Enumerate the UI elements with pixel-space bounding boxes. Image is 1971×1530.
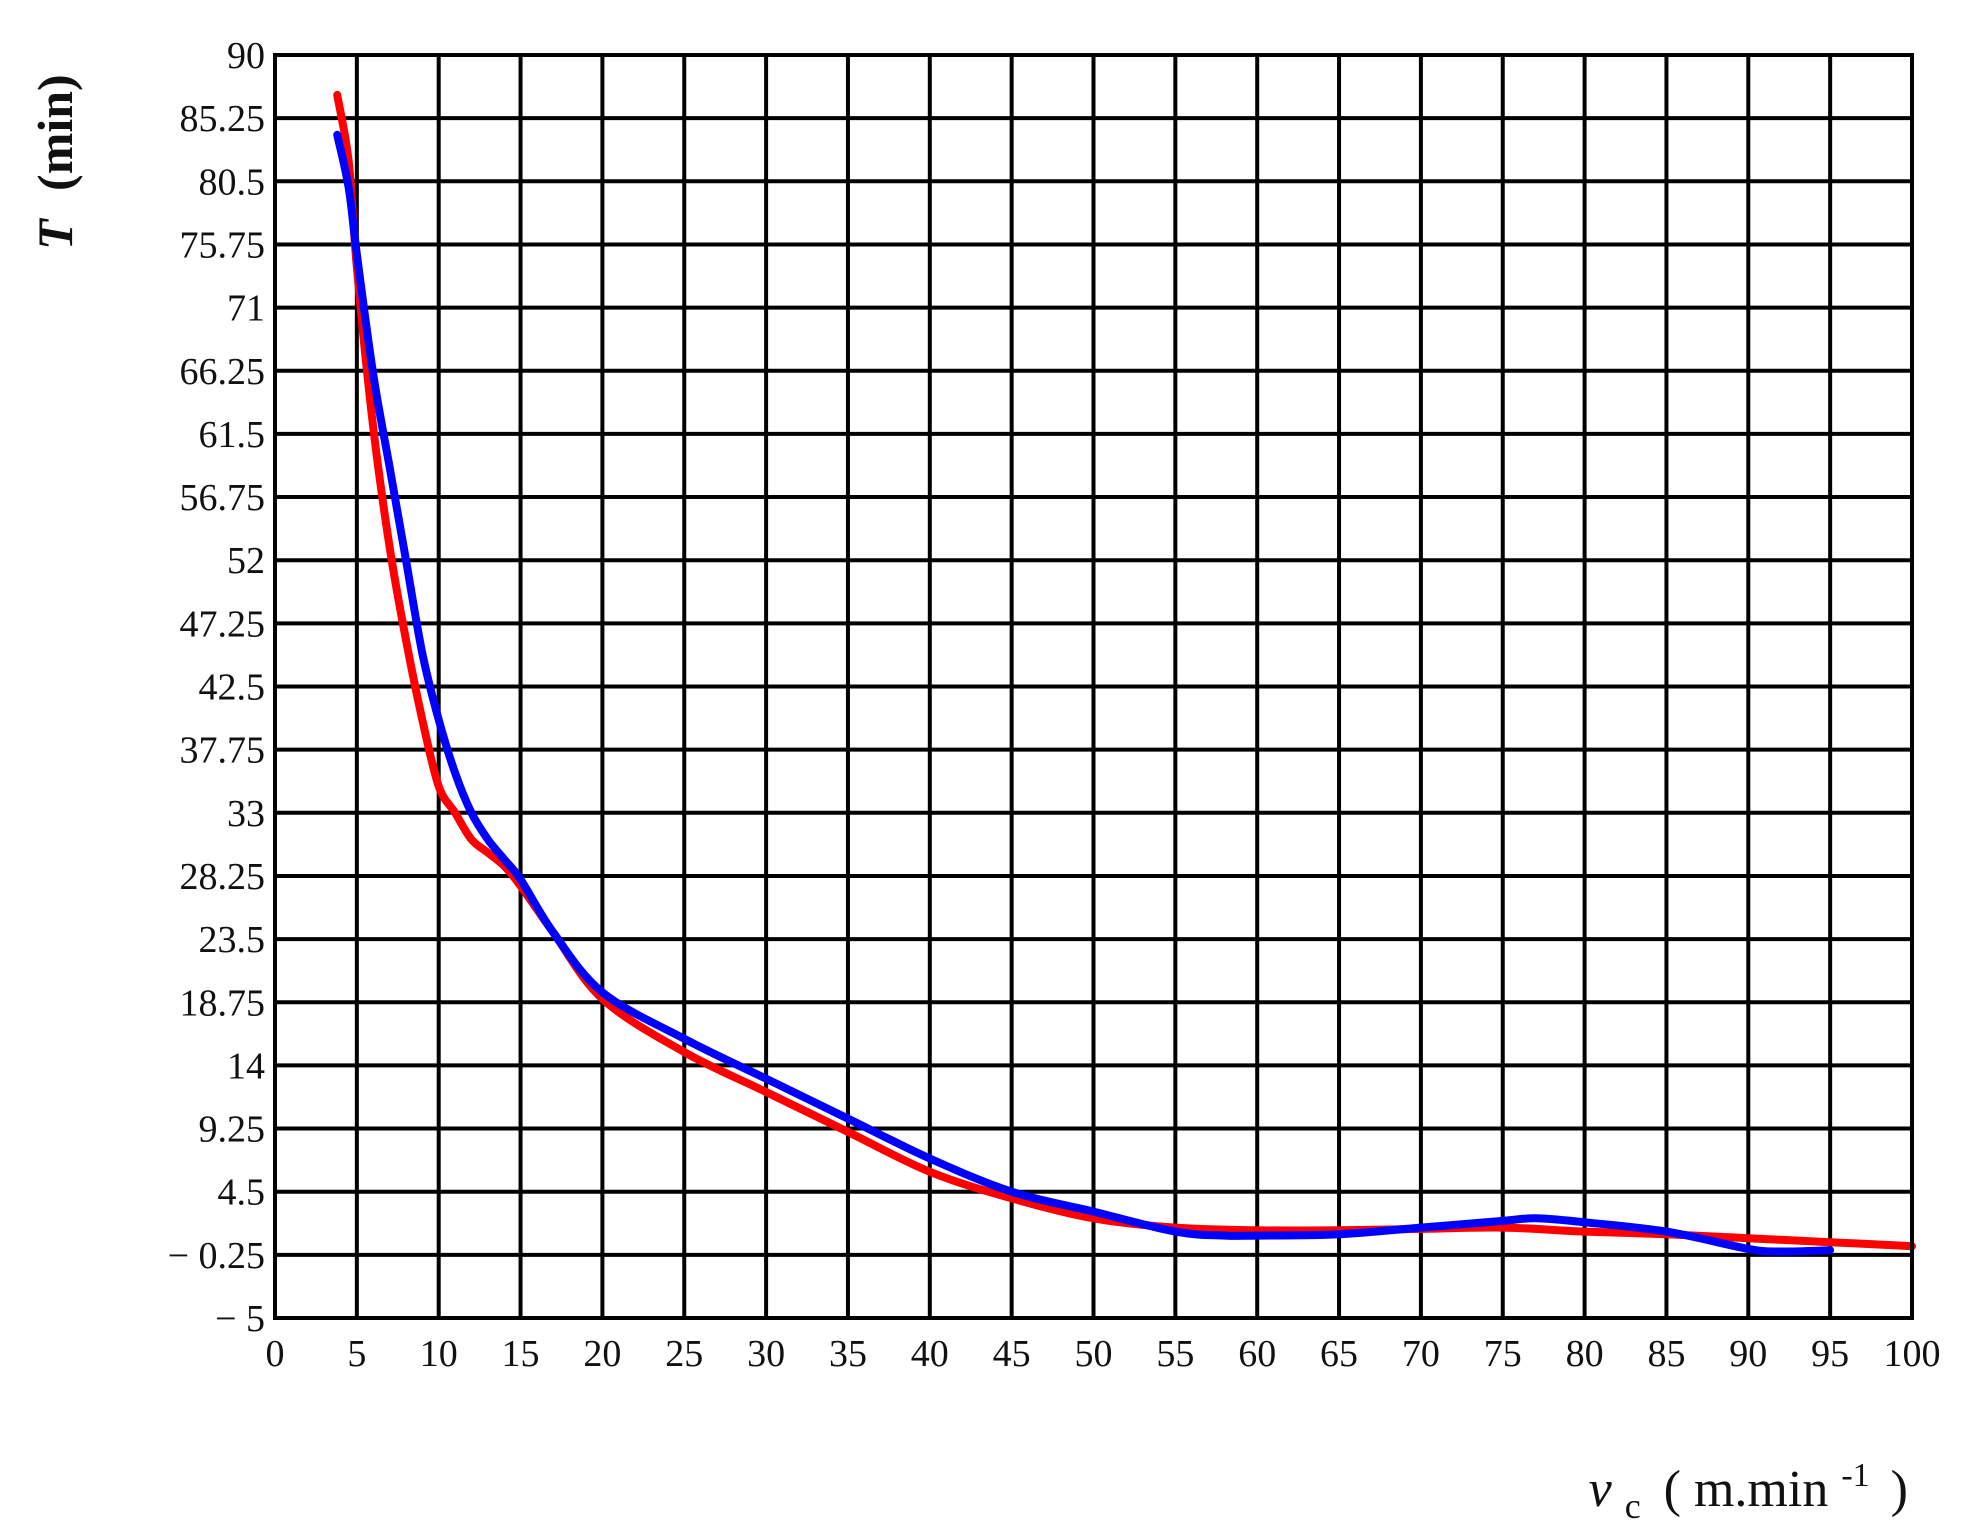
y-tick-label: 52 xyxy=(227,540,265,582)
y-tick-label: 66.25 xyxy=(180,351,266,393)
x-axis-unit-suffix: ) xyxy=(1891,1461,1908,1518)
y-tick-label: 56.75 xyxy=(180,477,266,519)
y-tick-label: 28.25 xyxy=(180,856,266,898)
series-line-blue xyxy=(333,130,1835,1256)
x-tick-label: 80 xyxy=(1566,1333,1604,1375)
x-tick-label: 35 xyxy=(829,1333,867,1375)
series-line-red xyxy=(333,90,1916,1251)
y-tick-label: 14 xyxy=(227,1045,265,1087)
y-tick-label: 61.5 xyxy=(199,414,266,456)
x-axis-symbol: v xyxy=(1589,1461,1613,1518)
y-axis-symbol: T xyxy=(27,217,83,250)
x-tick-label: 20 xyxy=(583,1333,621,1375)
x-tick-label: 100 xyxy=(1884,1333,1941,1375)
x-axis-title: v c ( m.min -1 ) xyxy=(1589,1441,1908,1530)
x-tick-label: 0 xyxy=(266,1333,285,1375)
x-tick-label: 15 xyxy=(502,1333,540,1375)
x-tick-label: 5 xyxy=(347,1333,366,1375)
x-tick-label: 55 xyxy=(1156,1333,1194,1375)
y-tick-label: 37.75 xyxy=(180,730,266,772)
x-tick-labels: 0 5 10 15 20 25 30 35 40 45 50 55 60 65 70 75 80 85 90 95 10… xyxy=(266,1333,1941,1375)
series-layer xyxy=(333,90,1916,1256)
x-tick-label: 45 xyxy=(993,1333,1031,1375)
y-tick-label: 18.75 xyxy=(180,982,266,1024)
y-tick-label: 4.5 xyxy=(218,1172,266,1214)
y-axis-title: T (min) xyxy=(27,74,83,250)
y-tick-labels: 90 85.25 80.5 75.75 71 66.25 61.5 56.75 52 47.25 4… xyxy=(168,35,265,1340)
y-tick-label: 71 xyxy=(227,288,265,330)
x-tick-label: 90 xyxy=(1729,1333,1767,1375)
x-tick-label: 40 xyxy=(911,1333,949,1375)
x-tick-label: 65 xyxy=(1320,1333,1358,1375)
x-axis-unit-prefix: ( m.min xyxy=(1664,1461,1829,1518)
y-tick-label: 9.25 xyxy=(199,1109,266,1151)
x-tick-label: 60 xyxy=(1238,1333,1276,1375)
grid xyxy=(273,53,1914,1320)
x-tick-label: 50 xyxy=(1075,1333,1113,1375)
y-tick-label: 33 xyxy=(227,793,265,835)
x-tick-label: 95 xyxy=(1811,1333,1849,1375)
y-tick-label: 85.25 xyxy=(180,98,266,140)
y-tick-label: − 0.25 xyxy=(168,1235,265,1277)
y-tick-label: 90 xyxy=(227,35,265,77)
x-tick-label: 10 xyxy=(420,1333,458,1375)
y-tick-label: 47.25 xyxy=(180,603,266,645)
plot-frame xyxy=(273,53,1914,1320)
x-tick-label: 30 xyxy=(747,1333,785,1375)
x-tick-label: 75 xyxy=(1484,1333,1522,1375)
y-tick-label: 80.5 xyxy=(199,161,266,203)
y-axis-unit: (min) xyxy=(27,74,83,191)
x-tick-label: 25 xyxy=(665,1333,703,1375)
y-tick-label: 23.5 xyxy=(199,919,266,961)
x-tick-label: 70 xyxy=(1402,1333,1440,1375)
y-tick-label: 75.75 xyxy=(180,224,266,266)
x-axis-unit-superscript: -1 xyxy=(1841,1457,1869,1494)
x-axis-subscript: c xyxy=(1625,1486,1641,1526)
y-tick-label: − 5 xyxy=(215,1298,265,1340)
y-tick-label: 42.5 xyxy=(199,667,266,709)
x-tick-label: 85 xyxy=(1647,1333,1685,1375)
